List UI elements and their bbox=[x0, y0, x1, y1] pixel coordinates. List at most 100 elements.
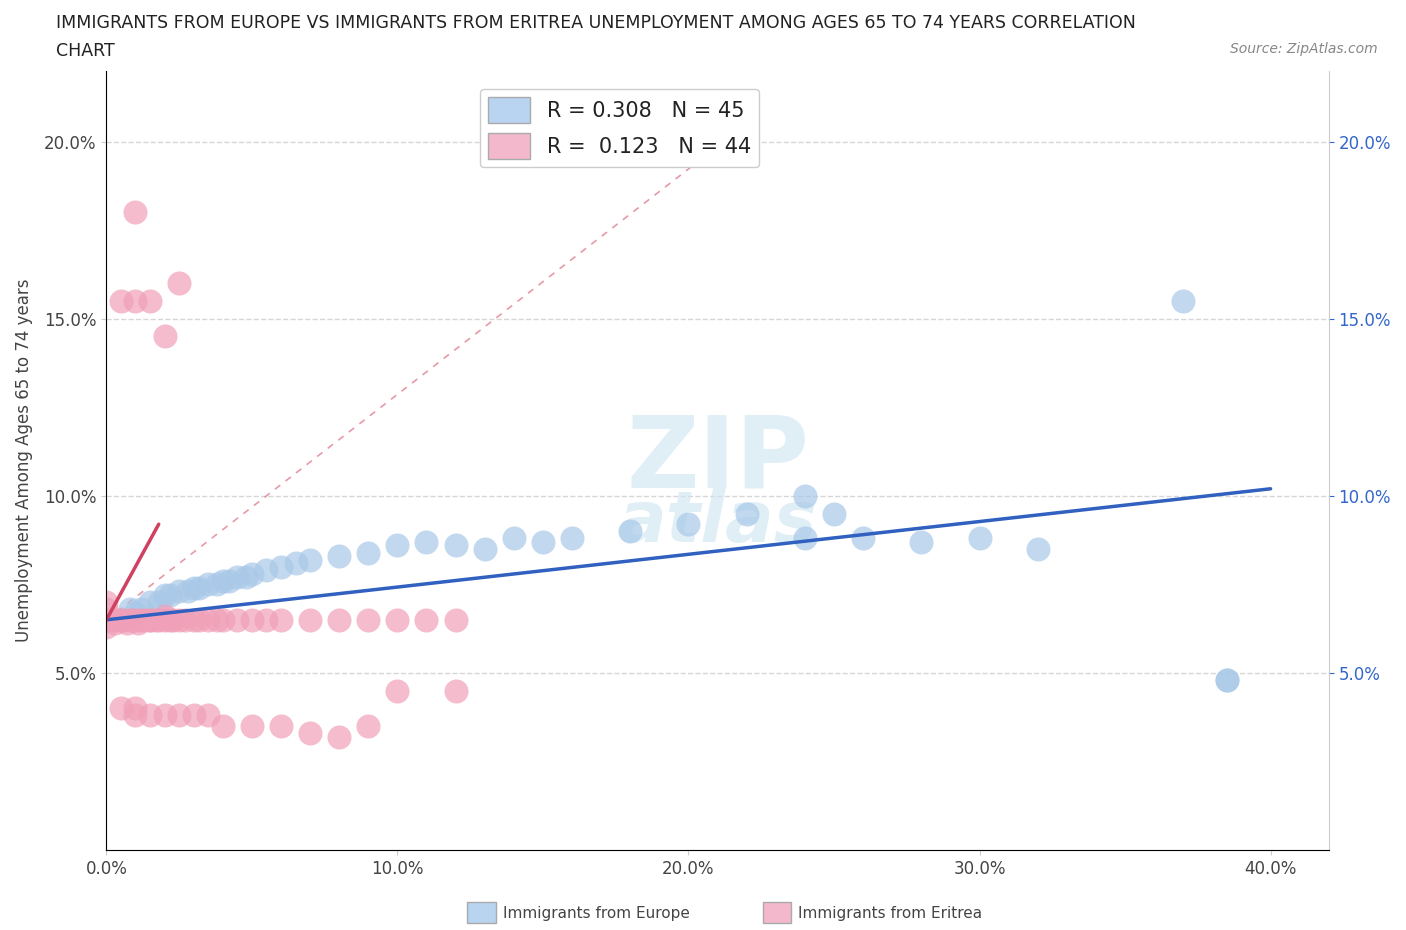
Point bbox=[124, 205, 146, 219]
Point bbox=[270, 559, 292, 574]
Point bbox=[107, 612, 129, 627]
Point bbox=[110, 701, 132, 716]
Point bbox=[139, 294, 162, 309]
Point bbox=[357, 545, 380, 560]
Point bbox=[254, 563, 277, 578]
Point bbox=[211, 612, 233, 627]
Point bbox=[444, 538, 467, 553]
Point bbox=[167, 708, 190, 723]
Point bbox=[153, 609, 176, 624]
Point bbox=[129, 612, 152, 627]
Text: Immigrants from Europe: Immigrants from Europe bbox=[503, 906, 689, 921]
Point bbox=[852, 531, 875, 546]
Text: IMMIGRANTS FROM EUROPE VS IMMIGRANTS FROM ERITREA UNEMPLOYMENT AMONG AGES 65 TO : IMMIGRANTS FROM EUROPE VS IMMIGRANTS FRO… bbox=[56, 14, 1136, 32]
Point bbox=[415, 612, 437, 627]
Point bbox=[177, 584, 200, 599]
Point bbox=[240, 612, 263, 627]
Point bbox=[444, 612, 467, 627]
Point bbox=[387, 684, 409, 698]
Point bbox=[240, 566, 263, 581]
Point bbox=[969, 531, 991, 546]
Point bbox=[211, 574, 233, 589]
Y-axis label: Unemployment Among Ages 65 to 74 years: Unemployment Among Ages 65 to 74 years bbox=[15, 279, 32, 643]
Point bbox=[124, 605, 146, 620]
Point bbox=[129, 602, 152, 617]
Point bbox=[110, 294, 132, 309]
Point bbox=[159, 588, 181, 603]
Point bbox=[115, 616, 138, 631]
Point bbox=[96, 594, 118, 609]
Text: Immigrants from Eritrea: Immigrants from Eritrea bbox=[799, 906, 981, 921]
Point bbox=[1216, 672, 1239, 687]
Point bbox=[148, 612, 170, 627]
Point bbox=[284, 556, 307, 571]
Point bbox=[328, 729, 350, 744]
Point bbox=[162, 612, 184, 627]
Point bbox=[619, 524, 641, 538]
Point bbox=[96, 602, 118, 617]
Point bbox=[1173, 294, 1195, 309]
Point bbox=[153, 708, 176, 723]
Point bbox=[183, 612, 205, 627]
Point bbox=[145, 612, 167, 627]
Point bbox=[167, 584, 190, 599]
Point bbox=[139, 612, 162, 627]
Point bbox=[167, 612, 190, 627]
Point bbox=[167, 276, 190, 291]
Point bbox=[183, 580, 205, 595]
Point bbox=[823, 506, 845, 521]
Point bbox=[240, 719, 263, 734]
Point bbox=[197, 708, 219, 723]
Point bbox=[127, 616, 149, 631]
Point bbox=[205, 612, 228, 627]
Point bbox=[299, 725, 322, 740]
Point bbox=[387, 612, 409, 627]
Point bbox=[101, 612, 124, 627]
Point bbox=[474, 541, 496, 556]
Point bbox=[226, 612, 249, 627]
Point bbox=[357, 719, 380, 734]
Point bbox=[1216, 672, 1239, 687]
Text: ZIP: ZIP bbox=[626, 412, 808, 509]
Text: CHART: CHART bbox=[56, 42, 115, 60]
Point bbox=[328, 612, 350, 627]
Point bbox=[793, 531, 815, 546]
Point bbox=[254, 612, 277, 627]
Point bbox=[96, 612, 118, 627]
Point bbox=[299, 612, 322, 627]
Point bbox=[96, 619, 118, 634]
Point bbox=[153, 329, 176, 344]
Point bbox=[415, 535, 437, 550]
Point bbox=[104, 616, 127, 631]
Point bbox=[118, 602, 141, 617]
Point bbox=[134, 612, 156, 627]
Point bbox=[118, 612, 141, 627]
Point bbox=[121, 612, 143, 627]
Point bbox=[218, 574, 240, 589]
Point bbox=[148, 594, 170, 609]
Point bbox=[96, 612, 118, 627]
Point bbox=[387, 538, 409, 553]
Point bbox=[531, 535, 554, 550]
Point bbox=[226, 570, 249, 585]
Point bbox=[270, 612, 292, 627]
Point bbox=[124, 612, 146, 627]
Point bbox=[139, 708, 162, 723]
Legend: R = 0.308   N = 45, R =  0.123   N = 44: R = 0.308 N = 45, R = 0.123 N = 44 bbox=[479, 89, 759, 166]
Point bbox=[211, 719, 233, 734]
Point bbox=[139, 594, 162, 609]
Point bbox=[124, 294, 146, 309]
Point bbox=[159, 612, 181, 627]
Point bbox=[110, 612, 132, 627]
Point bbox=[153, 588, 176, 603]
Point bbox=[124, 701, 146, 716]
Point bbox=[188, 612, 211, 627]
Point bbox=[357, 612, 380, 627]
Point bbox=[678, 517, 700, 532]
Point bbox=[502, 531, 524, 546]
Point bbox=[328, 549, 350, 564]
Point bbox=[197, 577, 219, 591]
Point bbox=[910, 535, 932, 550]
Point bbox=[183, 708, 205, 723]
Point bbox=[197, 612, 219, 627]
